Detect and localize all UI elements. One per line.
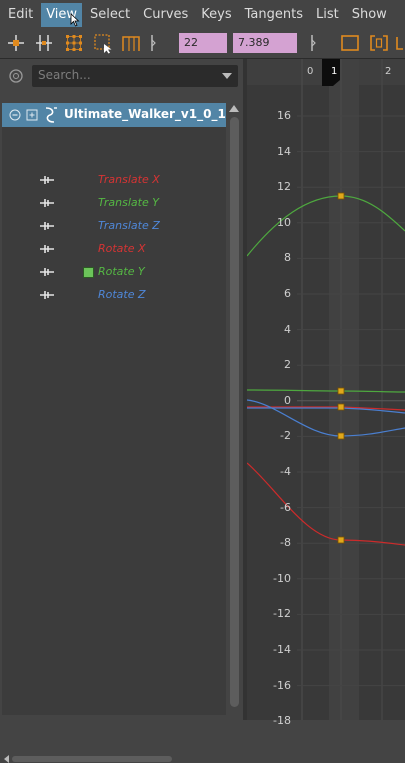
- search-placeholder: Search...: [38, 68, 91, 82]
- menu-list[interactable]: List: [316, 7, 339, 22]
- attribute-label-rotate-z: Rotate Z: [98, 288, 146, 301]
- attribute-curve-icon: [40, 291, 54, 299]
- y-axis-tick-label: 2: [284, 358, 291, 372]
- frame-ruler-label: 2: [385, 66, 391, 77]
- menu-select[interactable]: Select: [90, 7, 131, 22]
- keyframe-rotate-x[interactable]: [337, 403, 345, 411]
- search-input[interactable]: Search...: [32, 65, 238, 87]
- keyframe-translate-x[interactable]: [337, 536, 345, 544]
- attribute-label-translate-y: Translate Y: [98, 196, 159, 209]
- y-axis-tick-label: -14: [273, 643, 291, 656]
- y-axis-tick-label: 8: [284, 251, 291, 265]
- keyframe-translate-z[interactable]: [337, 432, 345, 440]
- attribute-row-rotate-z[interactable]: Rotate Z: [2, 284, 226, 307]
- attribute-row-translate-y[interactable]: Translate Y: [2, 192, 226, 215]
- collapse-icon[interactable]: [9, 109, 21, 121]
- search-dropdown-icon[interactable]: [222, 73, 232, 79]
- more-tools-icon[interactable]: [395, 32, 405, 54]
- attribute-label-translate-x: Translate X: [98, 173, 160, 186]
- menu-bar: Edit View Select Curves Keys Tangents Li…: [0, 0, 405, 30]
- y-axis-tick-label: -2: [280, 429, 291, 443]
- menu-view[interactable]: View: [41, 3, 83, 27]
- attribute-row-translate-z[interactable]: Translate Z: [2, 215, 226, 238]
- move-key-icon[interactable]: [5, 32, 27, 54]
- attribute-curve-icon: [40, 199, 54, 207]
- y-axis-tick-label: 6: [284, 287, 291, 300]
- expand-icon[interactable]: [26, 109, 38, 121]
- attribute-curve-icon: [40, 222, 54, 230]
- attribute-curve-icon: [40, 176, 54, 184]
- y-axis-tick-label: 14: [277, 144, 291, 158]
- menu-tangents[interactable]: Tangents: [244, 7, 303, 22]
- attribute-label-translate-z: Translate Z: [98, 219, 160, 232]
- y-axis-tick-label: 12: [277, 180, 291, 194]
- attribute-curve-icon: [40, 268, 54, 276]
- y-axis-tick-label: -18: [273, 714, 291, 728]
- field-separator-icon: [311, 35, 316, 51]
- scroll-left-icon[interactable]: [4, 755, 9, 763]
- frame-value-field[interactable]: 22: [179, 33, 227, 53]
- curve-translate-y[interactable]: [247, 389, 405, 393]
- vertical-scrollbar[interactable]: [228, 103, 240, 715]
- keyframe-translate-y[interactable]: [337, 387, 345, 395]
- y-axis-tick-label: -8: [280, 536, 291, 550]
- keyframe-rotate-y[interactable]: [337, 192, 345, 200]
- y-axis-tick-label: -6: [280, 500, 291, 514]
- menu-curves[interactable]: Curves: [143, 7, 189, 22]
- menu-show[interactable]: Show: [351, 7, 387, 22]
- root-node-label: Ultimate_Walker_v1_0_1:CT: [64, 107, 226, 121]
- filter-icon[interactable]: [6, 67, 26, 85]
- y-axis-tick-label: 10: [277, 215, 291, 229]
- horizontal-scroll-thumb[interactable]: [12, 756, 172, 762]
- menu-edit[interactable]: Edit: [8, 7, 34, 22]
- curve-translate-x[interactable]: [247, 462, 405, 546]
- keyed-indicator-icon: [83, 267, 94, 278]
- vertical-scroll-thumb[interactable]: [230, 117, 239, 707]
- attribute-row-translate-x[interactable]: Translate X: [2, 169, 226, 192]
- attribute-row-rotate-x[interactable]: Rotate X: [2, 238, 226, 261]
- tree-root-node[interactable]: Ultimate_Walker_v1_0_1:CT: [2, 103, 226, 127]
- lattice-deform-icon[interactable]: [63, 32, 85, 54]
- curve-tree: Ultimate_Walker_v1_0_1:CT Translate X Tr…: [2, 103, 226, 763]
- scroll-up-icon[interactable]: [229, 105, 239, 112]
- frame-all-icon[interactable]: [339, 32, 361, 54]
- y-axis-tick-label: -10: [273, 571, 291, 585]
- region-select-icon[interactable]: [92, 32, 114, 54]
- attribute-label-rotate-y: Rotate Y: [98, 265, 145, 278]
- y-axis-tick-label: 0: [284, 393, 291, 407]
- attribute-row-rotate-y[interactable]: Rotate Y: [2, 261, 226, 284]
- frame-selection-icon[interactable]: [368, 32, 390, 54]
- insert-key-icon[interactable]: [33, 32, 55, 54]
- y-axis-tick-label: 4: [284, 322, 291, 336]
- current-time-indicator[interactable]: [322, 59, 340, 86]
- panel-divider[interactable]: [243, 59, 247, 720]
- nurbs-curve-icon: [45, 107, 57, 123]
- separator-icon: [151, 35, 156, 51]
- attribute-curve-icon: [40, 245, 54, 253]
- menu-keys[interactable]: Keys: [201, 7, 232, 22]
- y-axis-tick-label: 16: [277, 109, 291, 122]
- horizontal-scrollbar[interactable]: [4, 755, 228, 763]
- mouse-cursor-icon: [70, 13, 80, 27]
- graph-editor-toolbar: 22 7.389: [0, 30, 405, 59]
- retime-icon[interactable]: [120, 32, 142, 54]
- y-axis-tick-label: -12: [273, 607, 291, 621]
- frame-ruler-label: 1: [331, 66, 337, 77]
- curve-outliner: Search... Ultimate_Walker_v1_0_1:CT Tran…: [0, 59, 243, 763]
- key-value-field[interactable]: 7.389: [233, 33, 297, 53]
- y-axis-tick-label: -4: [280, 465, 291, 478]
- frame-ruler-label: 0: [307, 66, 313, 77]
- y-axis-tick-label: -16: [273, 678, 291, 692]
- attribute-label-rotate-x: Rotate X: [98, 242, 146, 255]
